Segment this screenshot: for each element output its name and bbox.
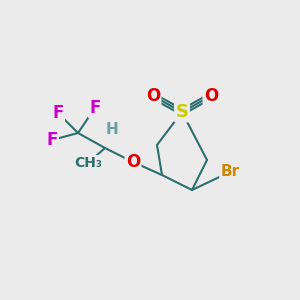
Text: F: F	[89, 99, 101, 117]
Text: O: O	[146, 87, 160, 105]
Text: O: O	[126, 153, 140, 171]
Text: S: S	[176, 103, 188, 121]
Text: CH₃: CH₃	[74, 156, 102, 170]
Text: H: H	[106, 122, 118, 137]
Text: F: F	[46, 131, 58, 149]
Text: Br: Br	[220, 164, 240, 179]
Text: O: O	[204, 87, 218, 105]
Text: F: F	[52, 104, 64, 122]
